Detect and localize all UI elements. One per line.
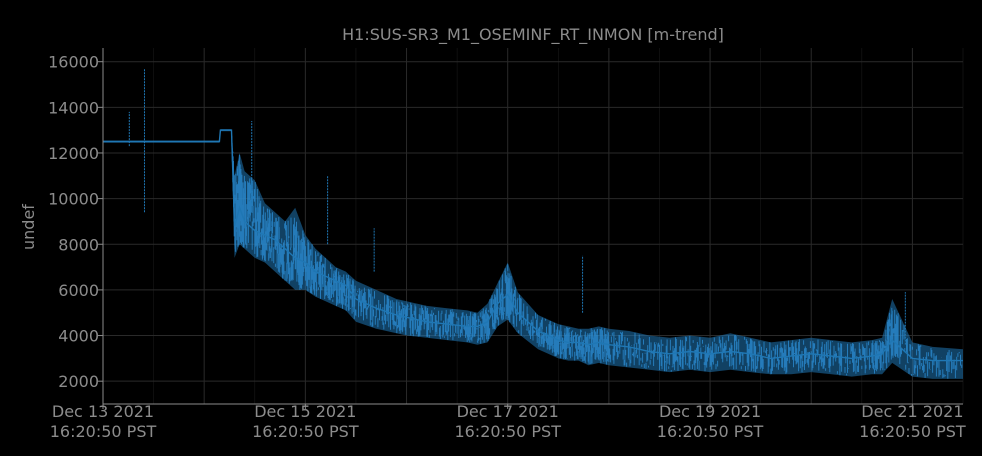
y-tick-label: 10000: [48, 190, 99, 209]
x-tick-label-time: 16:20:50 PST: [252, 422, 359, 441]
y-tick-label: 14000: [48, 98, 99, 117]
x-tick-label-date: Dec 13 2021: [52, 402, 154, 421]
tick-layer: 2000 4000 6000 8000 10000 12000 14000 16000 Dec …: [48, 53, 966, 441]
chart-title: H1:SUS-SR3_M1_OSEMINF_RT_INMON [m-trend]: [342, 25, 724, 45]
x-tick-label-date: Dec 15 2021: [254, 402, 356, 421]
y-tick-label: 6000: [58, 281, 99, 300]
x-tick-label-time: 16:20:50 PST: [454, 422, 561, 441]
x-tick-label-date: Dec 21 2021: [861, 402, 963, 421]
spike-layer: [128, 68, 906, 345]
y-tick-label: 8000: [58, 235, 99, 254]
y-axis-label: undef: [19, 204, 38, 250]
x-tick-label-time: 16:20:50 PST: [657, 422, 764, 441]
y-tick-label: 12000: [48, 144, 99, 163]
x-tick-label-time: 16:20:50 PST: [859, 422, 966, 441]
y-tick-label: 16000: [48, 53, 99, 72]
series-line: [103, 129, 963, 362]
x-tick-label-date: Dec 17 2021: [457, 402, 559, 421]
x-tick-label-time: 16:20:50 PST: [50, 422, 157, 441]
y-tick-label: 4000: [58, 327, 99, 346]
y-tick-label: 2000: [58, 372, 99, 391]
x-tick-label-date: Dec 19 2021: [659, 402, 761, 421]
series-center-line: [103, 129, 963, 362]
